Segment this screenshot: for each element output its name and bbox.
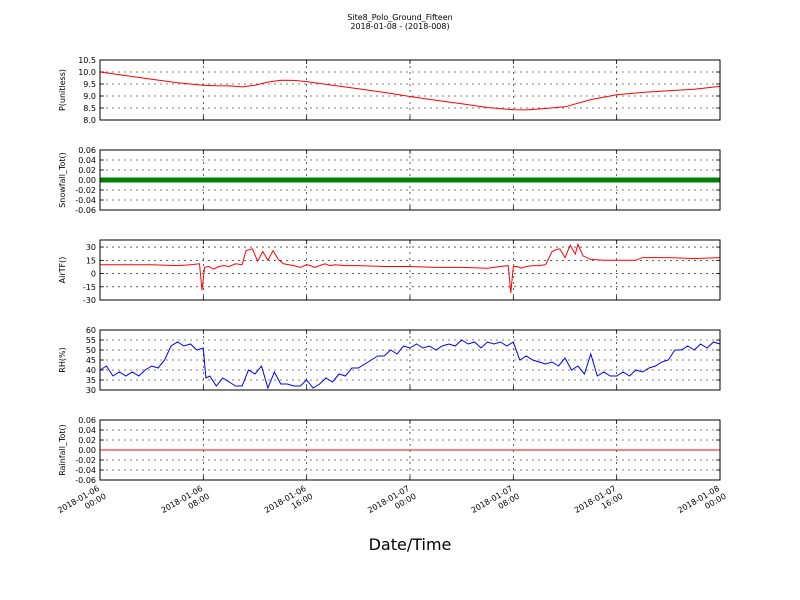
chart-title: Site8_Polo_Ground_Fifteen <box>347 13 452 22</box>
y-tick-label: 0.02 <box>78 166 96 175</box>
y-tick-label: -15 <box>83 283 96 292</box>
y-tick-label: 60 <box>86 326 96 335</box>
y-tick-label: 0.04 <box>78 156 96 165</box>
y-tick-label: 30 <box>86 243 96 252</box>
y-tick-label: 8.0 <box>83 116 96 125</box>
y-tick-label: 9.5 <box>83 80 96 89</box>
y-tick-label: 30 <box>86 386 96 395</box>
y-tick-label: 45 <box>86 356 96 365</box>
y-tick-label: 0.06 <box>78 416 96 425</box>
y-axis-label: P(unitless) <box>58 69 67 111</box>
series-line <box>99 339 721 390</box>
y-tick-label: 8.5 <box>83 104 96 113</box>
y-axis-label: RH(%) <box>58 347 67 372</box>
y-tick-label: -0.02 <box>75 186 96 195</box>
y-tick-label: -0.02 <box>75 456 96 465</box>
y-tick-label: -0.04 <box>75 196 96 205</box>
panel-frame <box>99 419 721 481</box>
y-axis-label: Rainfall_Tot() <box>58 424 67 476</box>
y-tick-label: 10.0 <box>78 68 96 77</box>
panel-frame <box>99 329 721 391</box>
panel-frame <box>99 149 721 211</box>
y-tick-label: -0.06 <box>75 206 96 215</box>
y-tick-label: 55 <box>86 336 96 345</box>
y-tick-label: 0.06 <box>78 146 96 155</box>
y-axis-label: AirTF() <box>58 257 67 284</box>
y-tick-label: 15 <box>86 256 96 265</box>
y-tick-label: 0 <box>91 270 96 279</box>
panel-2: -30 -15 0 15 30 AirTF() <box>58 239 721 305</box>
y-tick-label: 9.0 <box>83 92 96 101</box>
y-tick-label: 0.02 <box>78 436 96 445</box>
y-tick-label: 35 <box>86 376 96 385</box>
panel-frame <box>99 59 721 121</box>
y-tick-label: -30 <box>83 296 96 305</box>
y-tick-label: 0.00 <box>78 446 96 455</box>
panels-group: 8.08.59.09.510.010.5P(unitless)-0.06-0.0… <box>58 56 721 485</box>
y-tick-label: -0.04 <box>75 466 96 475</box>
panel-0: 8.0 8.5 9.0 9.5 10.0 10.5 P(unitless) <box>58 56 721 125</box>
series-line <box>100 242 721 293</box>
y-tick-label: 40 <box>86 366 96 375</box>
y-tick-label: 50 <box>86 346 96 355</box>
series-line <box>99 71 721 111</box>
x-axis-label: Date/Time <box>369 535 452 554</box>
y-tick-label: 0.04 <box>78 426 96 435</box>
y-tick-label: -0.06 <box>75 476 96 485</box>
y-tick-label: 10.5 <box>78 56 96 65</box>
panel-frame <box>99 239 721 301</box>
panel-1: -0.06-0.04-0.020.000.020.040.06 Snowfall_… <box>58 146 721 215</box>
y-axis-label: Snowfall_Tot() <box>58 152 67 208</box>
y-tick-label: 0.00 <box>78 176 96 185</box>
chart-subtitle: 2018-01-08 - (2018-008) <box>350 22 449 31</box>
panel-4: -0.06-0.04-0.020.000.020.040.06 Rainfall_… <box>58 416 721 485</box>
